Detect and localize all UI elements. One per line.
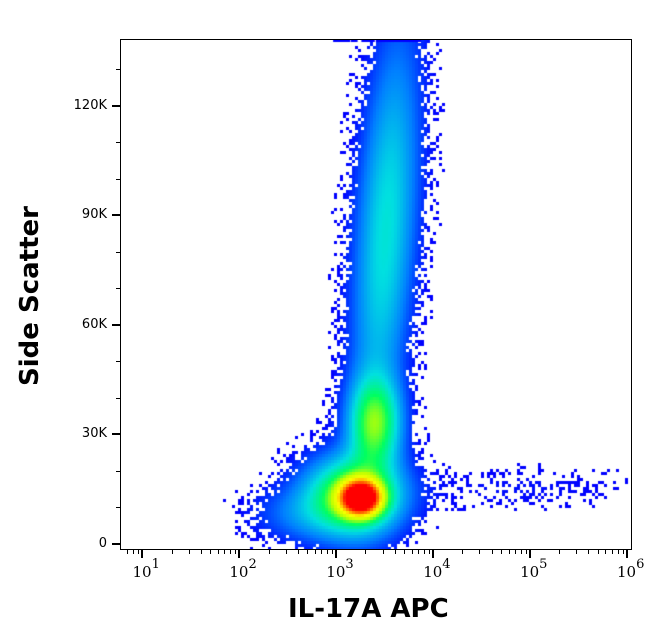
x-minor-tick [210,550,212,554]
x-major-tick [238,550,241,558]
x-tick-label: 101 [132,557,160,581]
x-tick-base: 10 [326,563,346,581]
x-minor-tick [224,550,226,554]
x-minor-tick [285,550,287,554]
y-major-tick [112,323,120,326]
y-major-tick [112,214,120,217]
x-minor-tick [508,550,510,554]
x-minor-tick [611,550,613,554]
x-tick-label: 105 [520,557,548,581]
x-minor-tick [365,550,367,554]
y-axis-title: Side Scatter [15,206,45,386]
x-minor-tick [314,550,316,554]
y-minor-tick [116,251,120,253]
x-minor-tick [326,550,328,554]
x-tick-base: 10 [423,563,443,581]
x-tick-exponent: 4 [442,557,451,572]
x-minor-tick [418,550,420,554]
x-minor-tick [217,550,219,554]
x-minor-tick [428,550,430,554]
x-tick-label: 104 [423,557,451,581]
x-tick-exponent: 3 [345,557,354,572]
x-minor-tick [605,550,607,554]
x-minor-tick [423,550,425,554]
y-minor-tick [116,288,120,290]
x-tick-label: 102 [229,557,257,581]
x-minor-tick [597,550,599,554]
y-tick-label: 0 [98,535,107,551]
x-minor-tick [576,550,578,554]
x-minor-tick [479,550,481,554]
x-major-tick [141,550,144,558]
y-major-tick [112,104,120,107]
x-minor-tick [133,550,135,554]
x-minor-tick [297,550,299,554]
x-minor-tick [515,550,517,554]
x-tick-base: 10 [520,563,540,581]
x-tick-exponent: 1 [151,557,160,572]
x-minor-tick [525,550,527,554]
x-minor-tick [520,550,522,554]
x-minor-tick [404,550,406,554]
y-minor-tick [116,361,120,363]
x-tick-exponent: 2 [248,557,257,572]
x-tick-base: 10 [616,563,637,581]
x-minor-tick [394,550,396,554]
y-minor-tick [116,142,120,144]
x-minor-tick [200,550,202,554]
x-tick-label: 106 [616,557,645,581]
x-minor-tick [617,550,619,554]
x-minor-tick [491,550,493,554]
y-tick-label: 30K [81,426,107,442]
y-major-tick [112,433,120,436]
x-minor-tick [127,550,129,554]
x-tick-base: 10 [132,563,152,581]
x-major-tick [335,550,338,558]
y-major-tick [112,542,120,545]
y-minor-tick [116,470,120,472]
x-minor-tick [138,550,140,554]
x-major-tick [529,550,532,558]
x-minor-tick [382,550,384,554]
y-tick-label: 120K [73,97,107,113]
density-plot-canvas [121,40,631,549]
x-minor-tick [331,550,333,554]
y-minor-tick [116,69,120,71]
y-minor-tick [116,397,120,399]
x-major-tick [432,550,435,558]
x-minor-tick [234,550,236,554]
x-tick-base: 10 [229,563,249,581]
y-tick-label: 90K [81,207,107,223]
x-minor-tick [622,550,624,554]
x-minor-tick [188,550,190,554]
x-tick-exponent: 6 [636,557,645,572]
x-tick-exponent: 5 [539,557,548,572]
x-minor-tick [268,550,270,554]
x-tick-label: 103 [326,557,354,581]
y-minor-tick [116,507,120,509]
x-minor-tick [321,550,323,554]
x-minor-tick [588,550,590,554]
x-minor-tick [171,550,173,554]
x-minor-tick [462,550,464,554]
x-minor-tick [307,550,309,554]
x-minor-tick [230,550,231,554]
y-tick-label: 60K [81,316,107,332]
x-axis-title: IL-17A APC [288,594,449,624]
x-minor-tick [411,550,413,554]
x-major-tick [625,550,628,558]
x-minor-tick [559,550,561,554]
x-minor-tick [500,550,502,554]
y-minor-tick [116,178,120,180]
